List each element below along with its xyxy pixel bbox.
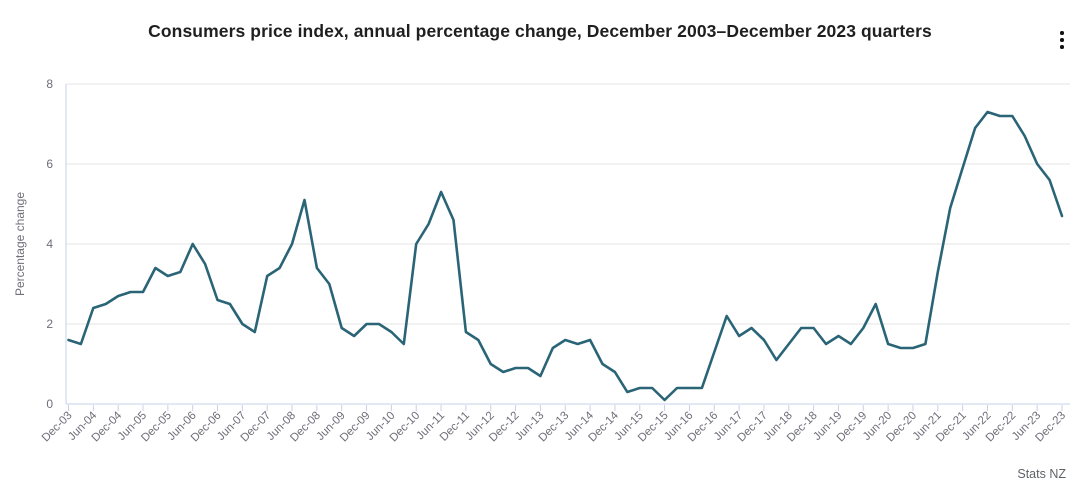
- page-title: Consumers price index, annual percentage…: [148, 21, 932, 41]
- source-attribution: Stats NZ: [1017, 467, 1066, 481]
- y-axis-title: Percentage change: [13, 192, 27, 296]
- more-options-button[interactable]: [1053, 27, 1071, 53]
- y-tick-label: 0: [46, 397, 53, 411]
- cpi-line-series[interactable]: [67, 110, 1064, 402]
- y-tick-label: 2: [46, 317, 53, 331]
- y-tick-label: 6: [46, 157, 53, 171]
- kebab-menu-icon: [1060, 31, 1064, 49]
- y-tick-label: 4: [46, 237, 53, 251]
- y-tick-label: 8: [46, 77, 53, 91]
